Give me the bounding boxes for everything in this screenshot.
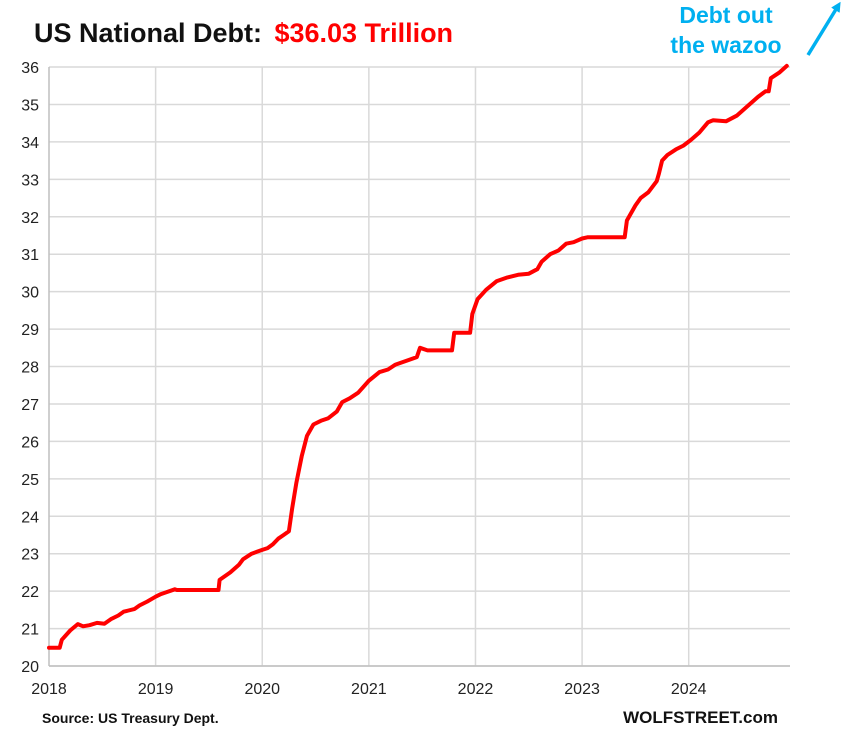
y-tick-label: 30 xyxy=(21,285,39,302)
x-tick-label: 2021 xyxy=(351,681,387,698)
x-tick-label: 2020 xyxy=(244,681,280,698)
x-tick-label: 2019 xyxy=(138,681,174,698)
y-tick-label: 25 xyxy=(21,472,39,489)
y-tick-label: 31 xyxy=(21,247,39,264)
y-tick-label: 36 xyxy=(21,60,39,77)
y-tick-label: 27 xyxy=(21,397,39,414)
y-tick-label: 20 xyxy=(21,659,39,676)
y-tick-labels: 20 21 22 23 24 25 26 27 28 29 30 31 32 33 34 35 36 xyxy=(21,60,39,676)
brand-label: WOLFSTREET.com xyxy=(623,708,778,727)
source-note: Source: US Treasury Dept. xyxy=(42,710,219,726)
annotation-line-1: Debt out xyxy=(679,2,773,28)
y-tick-label: 34 xyxy=(21,135,39,152)
y-tick-label: 35 xyxy=(21,97,39,114)
series-line-debt xyxy=(47,63,789,650)
x-tick-label: 2018 xyxy=(31,681,67,698)
y-tick-label: 21 xyxy=(21,622,39,639)
x-tick-label: 2022 xyxy=(458,681,494,698)
chart-title-value: $36.03 Trillion xyxy=(274,18,453,48)
x-tick-label: 2024 xyxy=(671,681,707,698)
y-tick-label: 33 xyxy=(21,172,39,189)
x-tick-label: 2023 xyxy=(564,681,600,698)
x-tick-labels: 2018 2019 2020 2021 2022 2023 2024 xyxy=(31,681,706,698)
y-tick-label: 22 xyxy=(21,584,39,601)
y-tick-label: 29 xyxy=(21,322,39,339)
chart-title-text: US National Debt: xyxy=(34,18,262,48)
annotation-line-2: the wazoo xyxy=(670,32,781,58)
y-tick-label: 32 xyxy=(21,210,39,227)
y-tick-label: 26 xyxy=(21,434,39,451)
chart-title: US National Debt: $36.03 Trillion xyxy=(34,18,453,48)
y-tick-label: 24 xyxy=(21,509,39,526)
axes xyxy=(48,67,790,667)
y-tick-label: 28 xyxy=(21,360,39,377)
y-tick-label: 23 xyxy=(21,547,39,564)
gridlines xyxy=(49,66,790,667)
annotation-arrow xyxy=(806,1,841,56)
